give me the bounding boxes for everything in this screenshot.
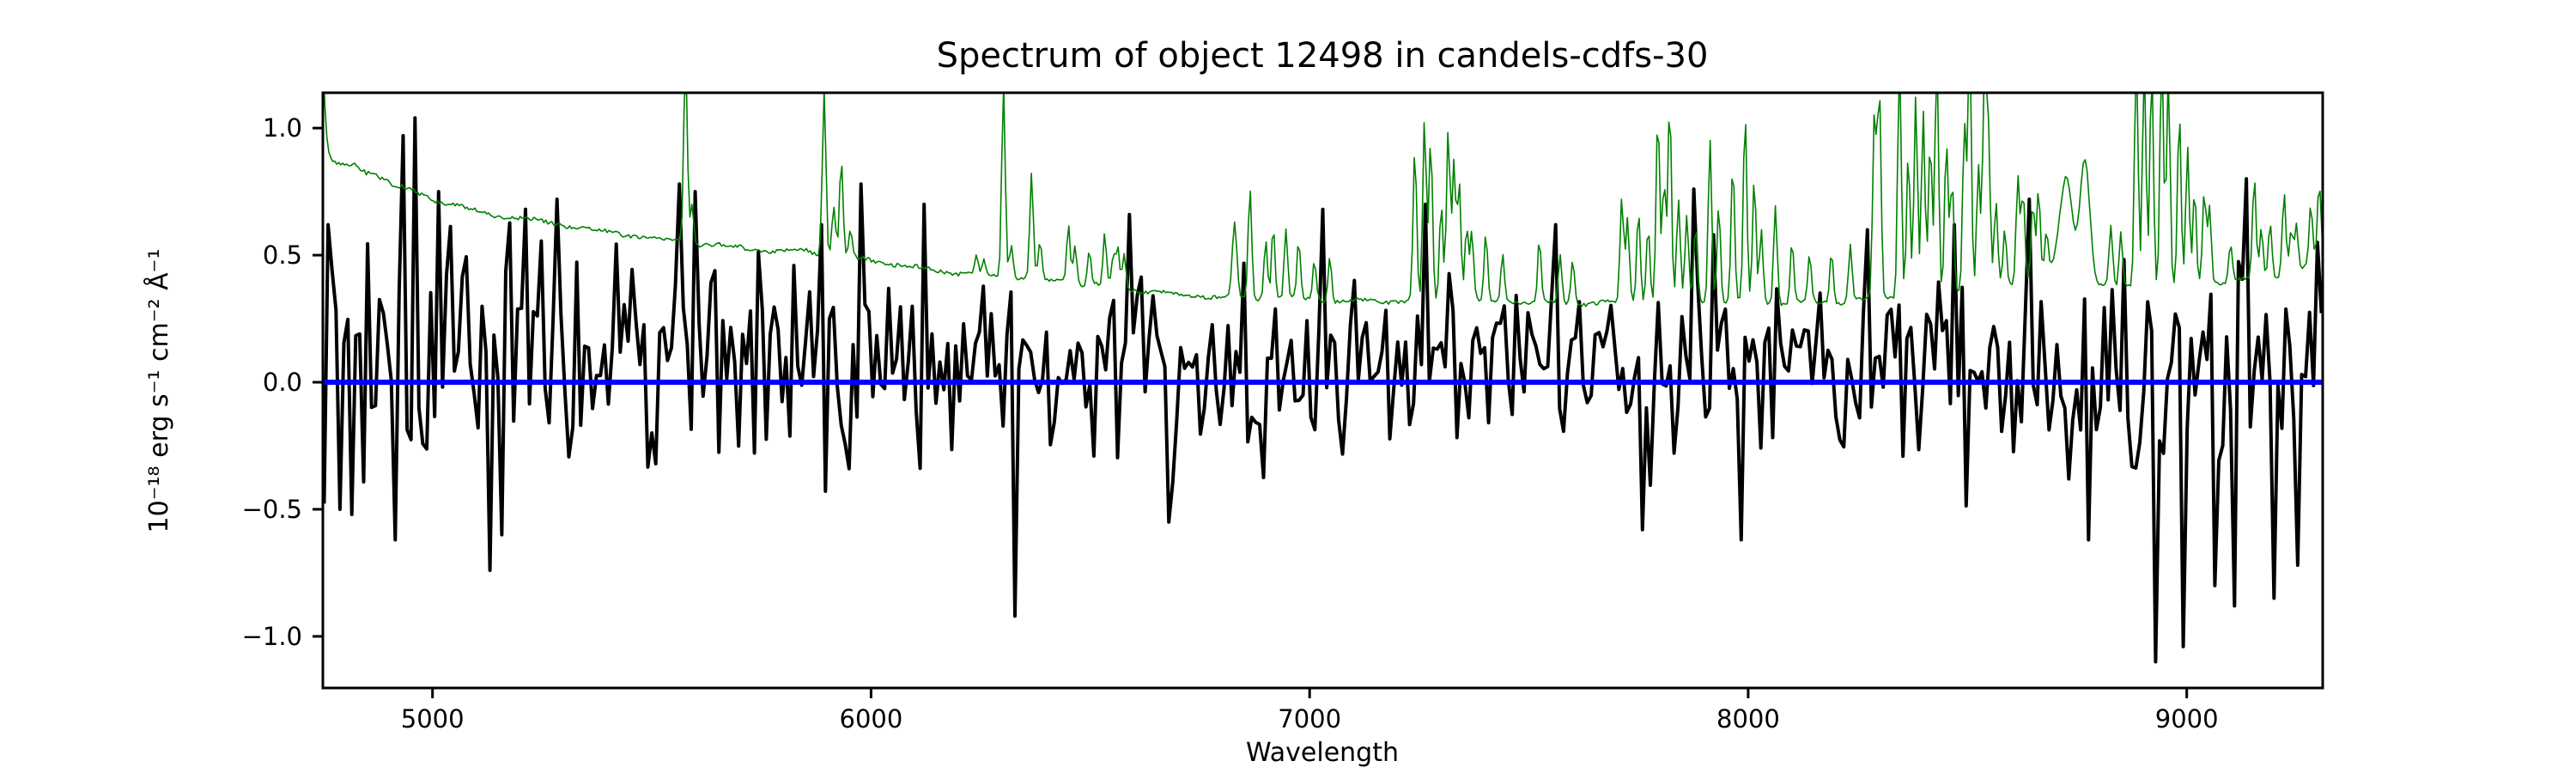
- y-tick-label: 0.0: [263, 368, 302, 397]
- noise-line: [323, 93, 2323, 307]
- flux-line: [323, 116, 2323, 664]
- y-tick-label: 1.0: [263, 113, 302, 143]
- x-tick-label: 9000: [2155, 704, 2219, 733]
- x-axis-label: Wavelength: [1246, 738, 1399, 768]
- y-axis-label: 10⁻¹⁸ erg s⁻¹ cm⁻² Å⁻¹: [143, 249, 174, 533]
- y-axis-ticks: −1.0 −0.5 0.0 0.5 1.0: [242, 113, 323, 651]
- x-axis-ticks: 5000 6000 7000 8000 9000: [401, 688, 2219, 733]
- y-tick-label: −1.0: [242, 622, 302, 651]
- x-tick-label: 5000: [401, 704, 465, 733]
- x-tick-label: 7000: [1278, 704, 1341, 733]
- y-axis: −1.0 −0.5 0.0 0.5 1.0 10⁻¹⁸ erg s⁻¹ cm⁻² Å⁻¹: [143, 113, 323, 651]
- chart-title: Spectrum of object 12498 in candels-cdfs…: [937, 36, 1709, 76]
- plot-series: [323, 93, 2323, 664]
- x-tick-label: 8000: [1716, 704, 1780, 733]
- x-tick-label: 6000: [840, 704, 903, 733]
- plot-area-border: [321, 91, 2324, 690]
- y-tick-label: −0.5: [242, 495, 302, 524]
- y-tick-label: 0.5: [263, 240, 302, 270]
- x-axis: 5000 6000 7000 8000 9000 Wavelength: [401, 688, 2219, 768]
